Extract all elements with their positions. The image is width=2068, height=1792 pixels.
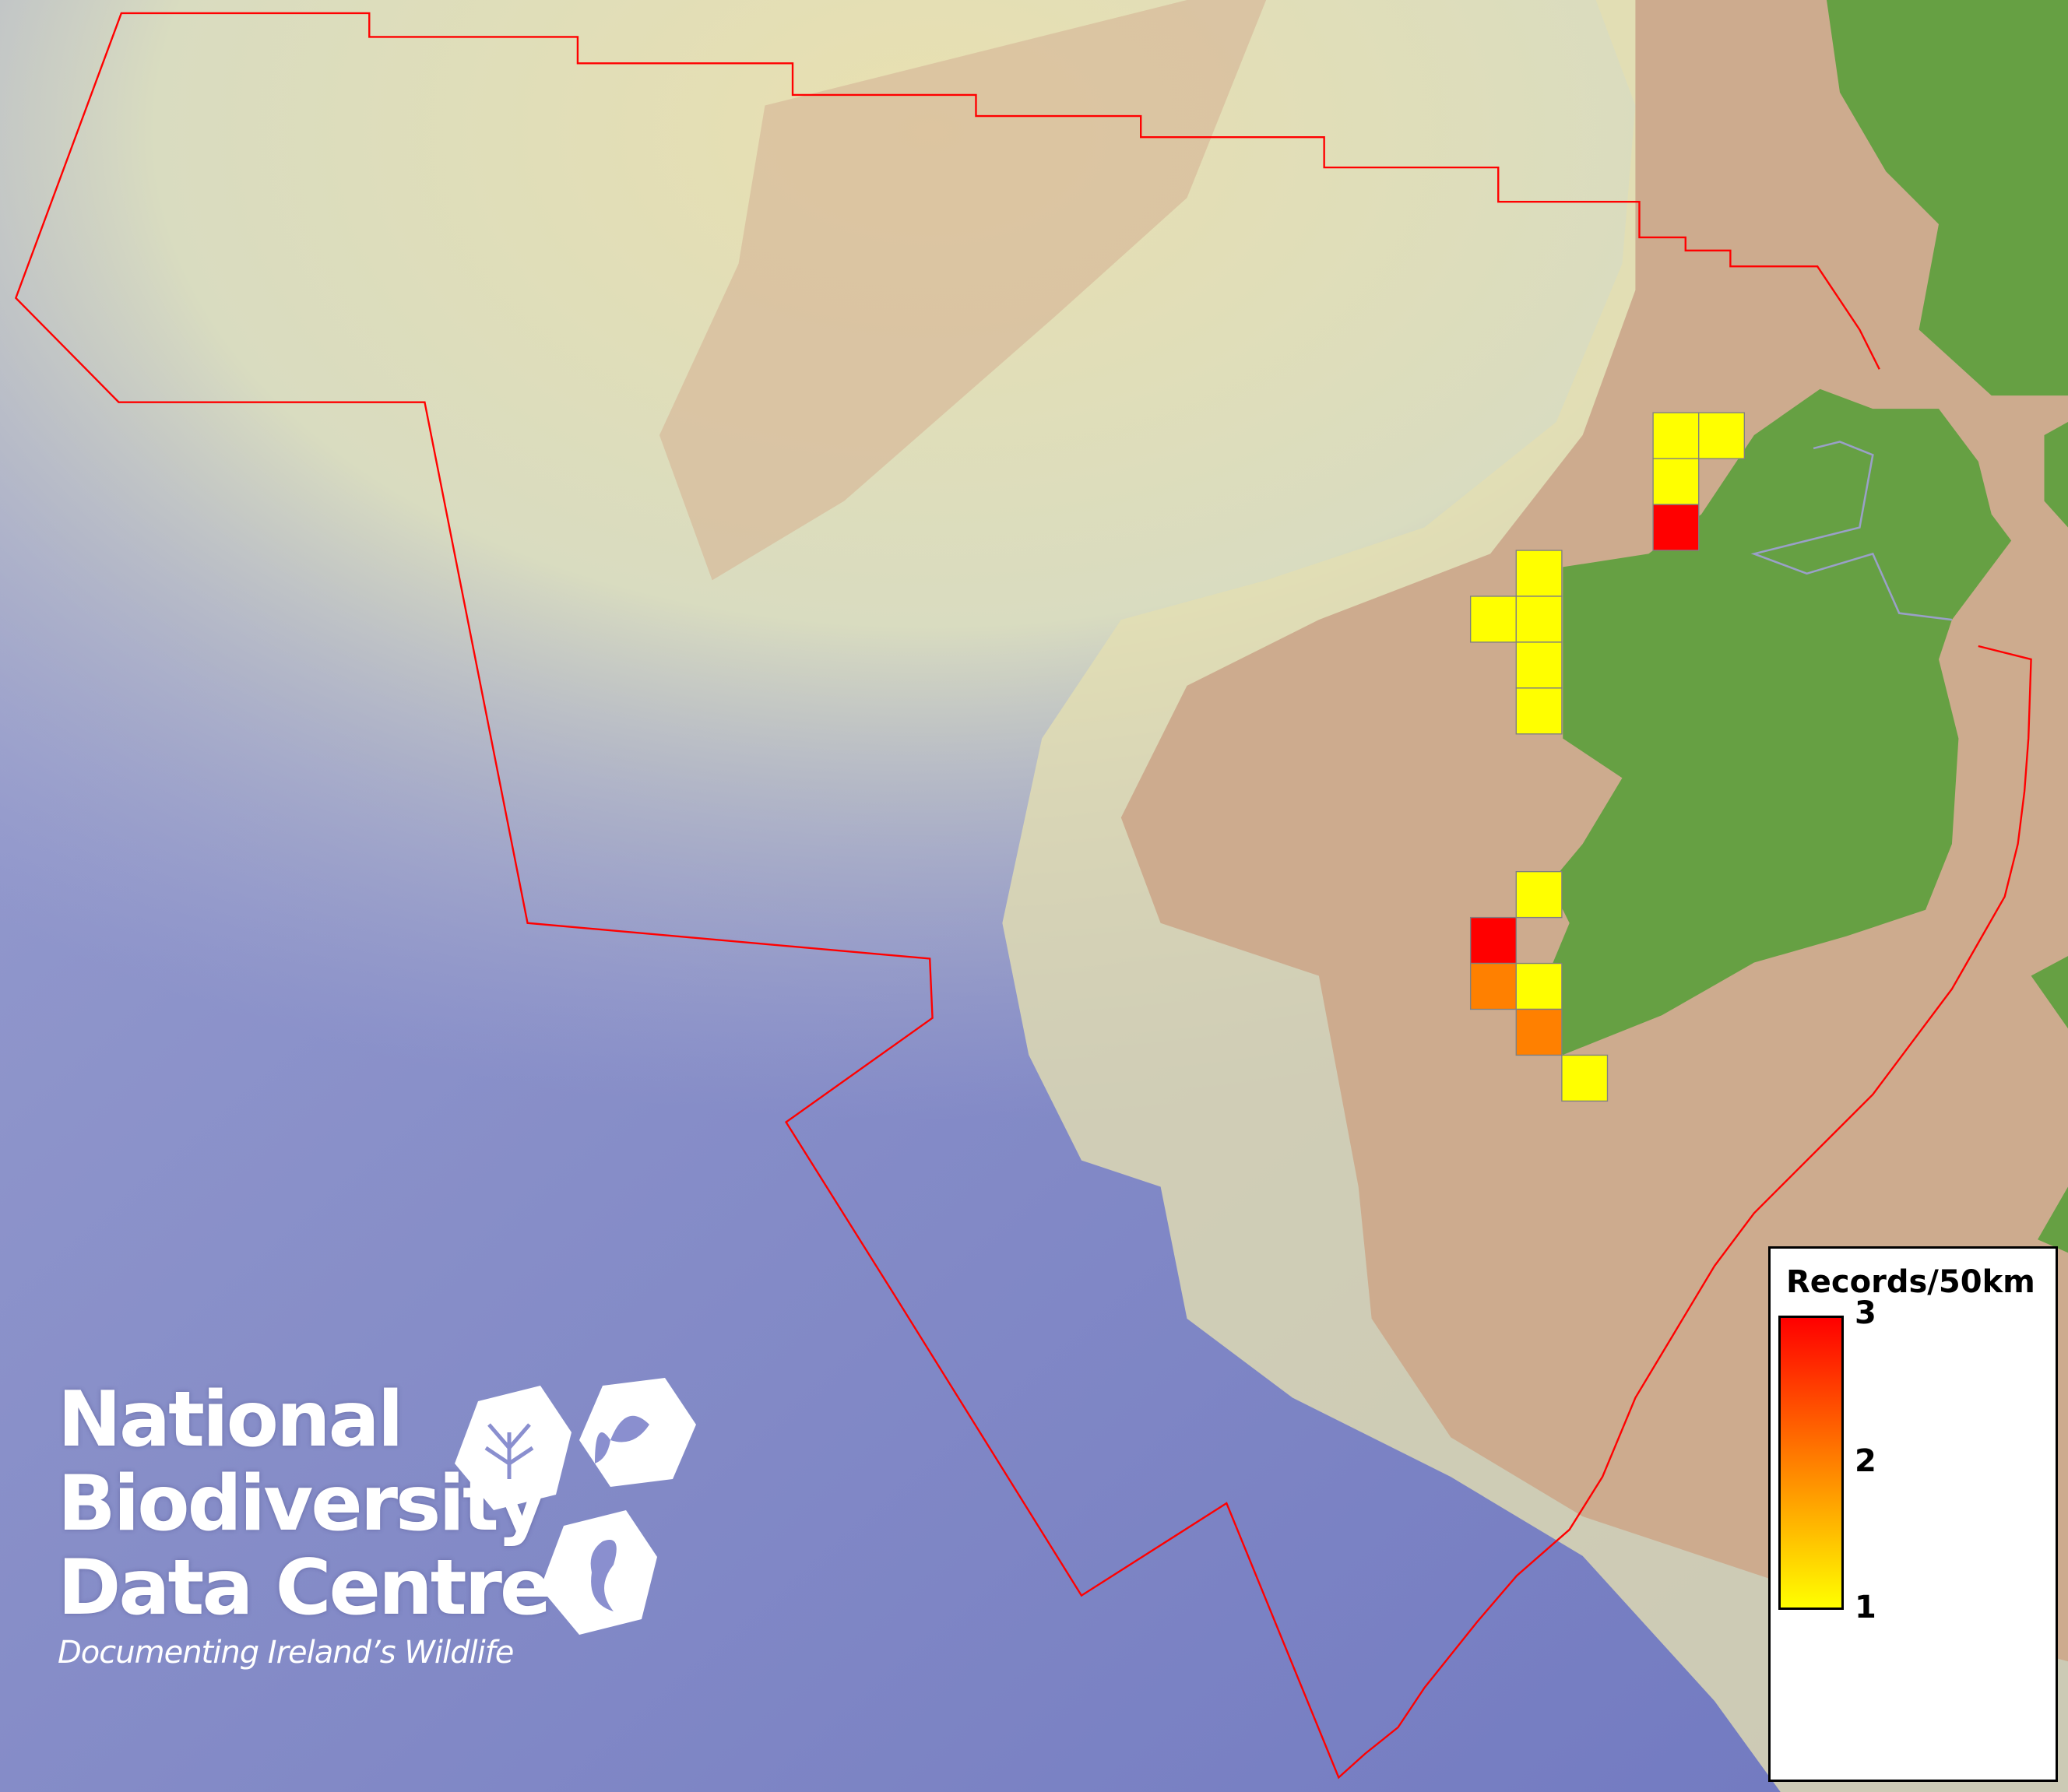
legend-color-ramp xyxy=(1778,1316,1844,1610)
land-britain-west xyxy=(2031,422,2068,1253)
record-grid-cell xyxy=(1515,962,1563,1010)
tree-hexagon-icon xyxy=(455,1386,572,1510)
logo-line-biodiversity: Biodiversity xyxy=(58,1460,547,1548)
record-grid-cell xyxy=(1515,687,1563,735)
record-grid-cell xyxy=(1515,596,1563,643)
legend-label-max: 3 xyxy=(1855,1295,1876,1331)
legend-title: Records/50km xyxy=(1786,1264,2035,1300)
map-legend: Records/50km 3 2 1 xyxy=(1768,1246,2058,1782)
record-grid-cell xyxy=(1652,458,1700,505)
logo-line-data-centre: Data Centre xyxy=(58,1544,551,1632)
record-grid-cell xyxy=(1469,916,1517,965)
nbdc-logo: National Biodiversity Data Centre Docume… xyxy=(58,1376,696,1671)
eez-boundary xyxy=(14,12,2032,1780)
record-grid-cell xyxy=(1469,596,1517,643)
record-grid-cell xyxy=(1515,870,1563,919)
border-ni xyxy=(1750,441,1953,621)
record-grid-cell xyxy=(1515,641,1563,689)
record-grid-cell xyxy=(1515,550,1563,597)
legend-label-min: 1 xyxy=(1855,1590,1876,1625)
land-scotland xyxy=(1827,0,2068,396)
record-grid-cell xyxy=(1561,1054,1609,1102)
logo-line-national: National xyxy=(58,1376,403,1464)
record-grid-cell xyxy=(1698,412,1745,459)
land-ireland xyxy=(1536,388,2012,1056)
record-grid-cell xyxy=(1652,504,1700,551)
logo-tagline: Documenting Ireland’s Wildlife xyxy=(58,1635,514,1671)
record-grid-cell xyxy=(1652,412,1700,459)
record-grid-cell xyxy=(1515,1008,1563,1056)
record-grid-cell xyxy=(1469,962,1517,1010)
legend-label-mid: 2 xyxy=(1855,1443,1876,1479)
rockall-bank xyxy=(659,0,1267,581)
hexagon-icons xyxy=(455,1378,696,1635)
